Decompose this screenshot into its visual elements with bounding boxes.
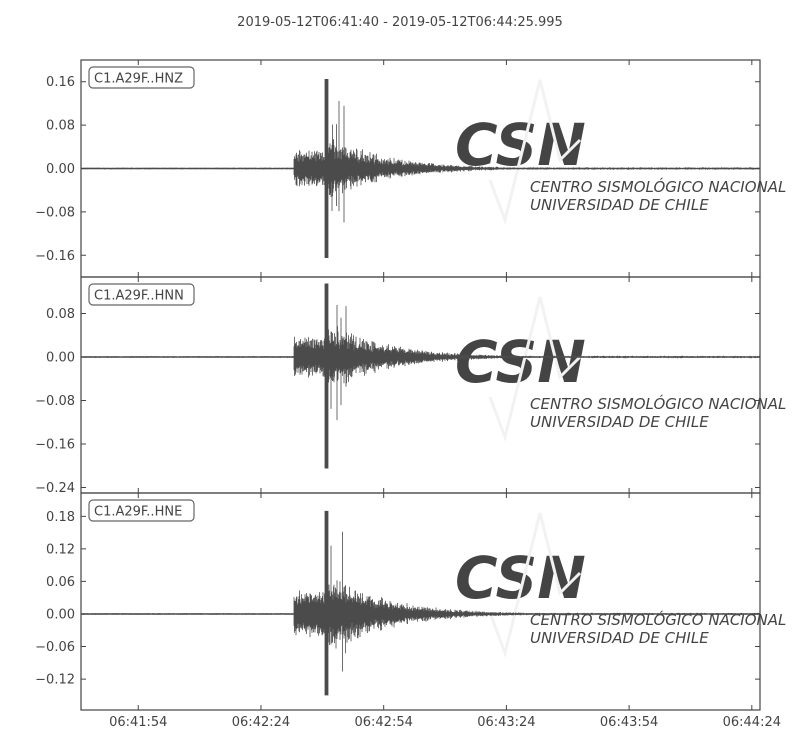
watermark-text: CENTRO SISMOLÓGICO NACIONAL (530, 177, 786, 196)
watermark-text: UNIVERSIDAD DE CHILE (530, 629, 709, 647)
y-tick-label: −0.06 (35, 640, 75, 655)
y-tick-label: 0.08 (46, 119, 75, 134)
axes-frame (80, 276, 761, 494)
watermark-logo: CSN (455, 544, 586, 612)
watermark-wave-icon (488, 79, 582, 226)
x-tick-label: 06:43:24 (477, 715, 535, 730)
watermark-wave-icon (488, 296, 582, 443)
waveform-trace (80, 510, 760, 696)
y-tick-label: −0.08 (35, 205, 75, 220)
y-tick-label: 0.00 (46, 607, 75, 622)
watermark-wave-icon (488, 512, 582, 659)
y-tick-label: −0.08 (35, 394, 75, 409)
watermark-text: UNIVERSIDAD DE CHILE (530, 196, 709, 214)
y-tick-label: 0.12 (46, 542, 75, 557)
y-tick-label: −0.12 (35, 673, 75, 688)
y-tick-label: 0.00 (46, 350, 75, 365)
y-tick-label: −0.24 (35, 481, 75, 496)
axes-frame (80, 492, 761, 711)
x-tick-label: 06:42:24 (232, 715, 290, 730)
trace-label: C1.A29F..HNE (94, 505, 182, 520)
watermark-text: UNIVERSIDAD DE CHILE (530, 413, 709, 431)
x-tick-label: 06:41:54 (109, 715, 167, 730)
trace-label: C1.A29F..HNZ (94, 72, 183, 87)
trace-label: C1.A29F..HNN (94, 289, 184, 304)
watermark-logo: CSN (455, 328, 586, 396)
y-tick-label: −0.16 (35, 438, 75, 453)
trace-label-box (88, 66, 195, 89)
x-tick-label: 06:42:54 (354, 715, 412, 730)
y-tick-label: 0.00 (46, 162, 75, 177)
waveform-trace (80, 79, 760, 258)
trace-label-box (88, 499, 195, 522)
waveform-trace (80, 283, 760, 469)
y-tick-label: 0.08 (46, 307, 75, 322)
y-tick-label: 0.18 (46, 510, 75, 525)
chart-title: 2019-05-12T06:41:40 - 2019-05-12T06:44:2… (237, 15, 563, 30)
y-tick-label: −0.16 (35, 249, 75, 264)
y-tick-label: 0.16 (46, 75, 75, 90)
x-tick-label: 06:44:24 (723, 715, 781, 730)
watermark-text: CENTRO SISMOLÓGICO NACIONAL (530, 394, 786, 413)
y-tick-label: 0.06 (46, 575, 75, 590)
trace-label-box (88, 283, 195, 306)
x-tick-label: 06:43:54 (600, 715, 658, 730)
